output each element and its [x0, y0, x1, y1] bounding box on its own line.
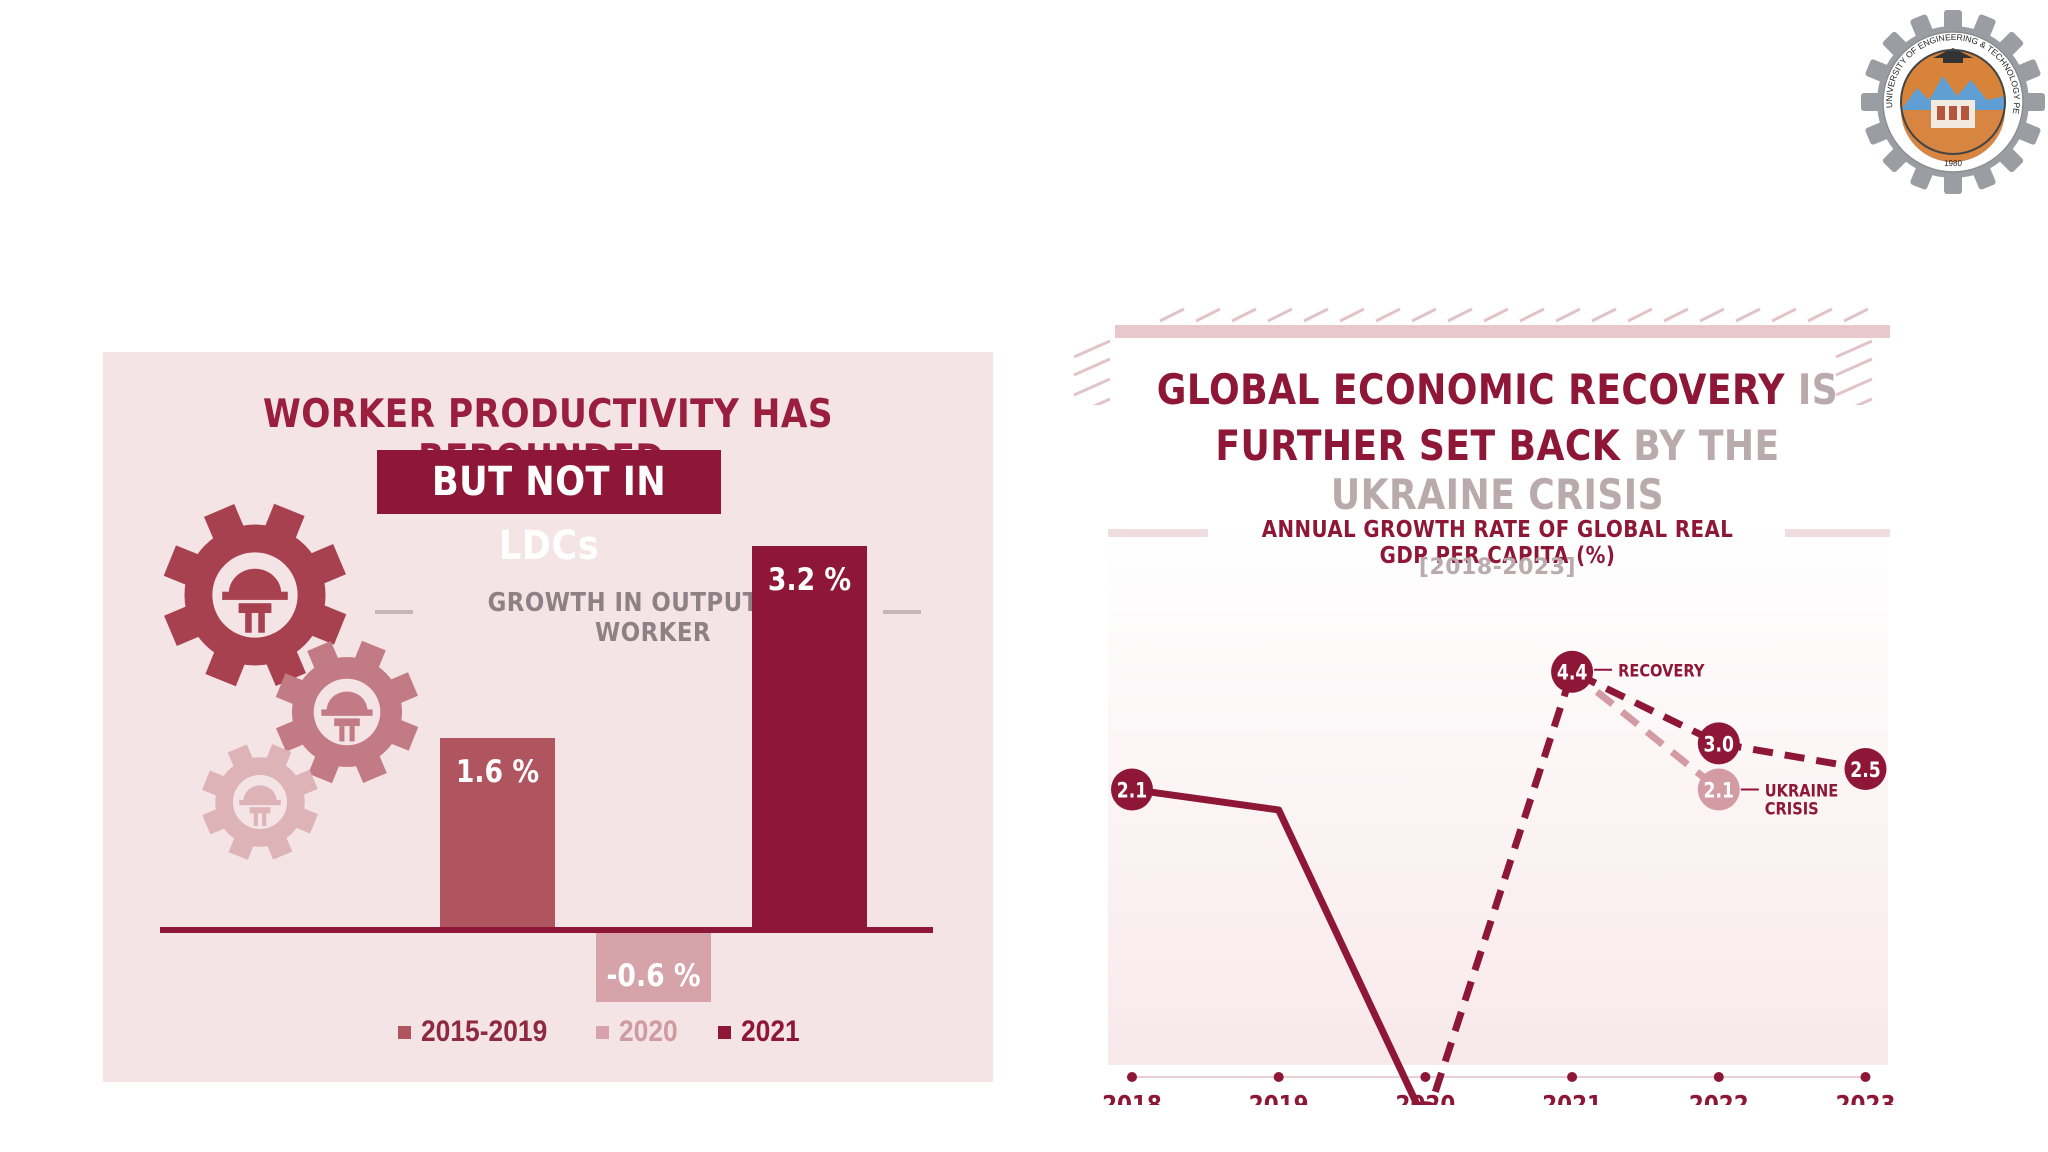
gdp-line-chart: 2.1-4.44.43.02.52.1 COVID-19RECOVERYUKRA… — [1102, 650, 1896, 1105]
legend-swatch — [718, 1025, 732, 1039]
gear-icon — [275, 640, 419, 784]
x-tick-mark — [1713, 1072, 1724, 1082]
x-tick-label: 2021 — [1542, 1090, 1602, 1105]
x-tick-mark — [1127, 1072, 1137, 1082]
legend-label: 2021 — [741, 1015, 800, 1048]
annotation-label: RECOVERY — [1618, 661, 1705, 681]
legend-item-2020: 2020 — [596, 1015, 686, 1049]
bar-value-label: -0.6 % — [606, 957, 700, 993]
x-tick-label: 2018 — [1102, 1090, 1162, 1105]
point-value-label: 3.0 — [1704, 732, 1734, 757]
bar-value-label: 3.2 % — [768, 561, 851, 597]
title-highlight-box: BUT NOT IN LDCs — [377, 450, 721, 569]
series-line-0 — [1131, 786, 1422, 1105]
gears-illustration — [163, 503, 419, 860]
bar-2021 — [752, 546, 867, 930]
annotation-label: CRISIS — [1765, 798, 1819, 818]
data-point: 2.1 — [1697, 768, 1740, 811]
series-line-1 — [1427, 668, 1867, 1105]
data-point: -4.4 — [1413, 1101, 1438, 1105]
productivity-bar-chart: 1.6 % -0.6 % 3.2 % — [160, 503, 933, 1002]
chart-background — [1108, 525, 1888, 1065]
x-tick-label: 2020 — [1396, 1090, 1456, 1105]
gdp-panel: GLOBAL ECONOMIC RECOVERY IS FURTHER SET … — [1070, 305, 1925, 1105]
x-tick-label: 2023 — [1836, 1090, 1896, 1105]
legend-item-2015-2019: 2015-2019 — [398, 1015, 564, 1049]
legend-label: 2015-2019 — [421, 1015, 548, 1048]
subtitle-rule-left — [1108, 529, 1208, 537]
panel-title-highlight: BUT NOT IN LDCs — [431, 459, 667, 569]
legend-item-2021: 2021 — [718, 1015, 808, 1049]
hatch-decoration — [1073, 307, 1873, 405]
subtitle-rule-right — [1785, 529, 1890, 537]
chart-year-range: [2018-2023] — [1418, 555, 1577, 580]
legend-label: 2020 — [619, 1015, 679, 1048]
bar-2015-2019 — [440, 738, 555, 930]
productivity-panel: WORKER PRODUCTIVITY HAS REBOUNDED, BUT N… — [103, 352, 993, 1082]
panel-title-line2: FURTHER SET BACK BY THE UKRAINE CRISIS — [1215, 421, 1780, 519]
chart-legend: 2015-2019 2020 2021 — [398, 1012, 808, 1052]
gear-icon — [163, 503, 347, 687]
legend-swatch — [596, 1025, 610, 1039]
data-point: 3.0 — [1697, 722, 1740, 765]
point-value-label: 2.1 — [1117, 778, 1147, 803]
legend-swatch — [398, 1025, 411, 1039]
bar-2020 — [596, 930, 711, 1002]
annotation: RECOVERY — [1594, 661, 1705, 681]
bar-value-label: 1.6 % — [456, 753, 539, 789]
subtitle-rule-left — [375, 610, 413, 614]
panel-title-line1: GLOBAL ECONOMIC RECOVERY IS — [1156, 365, 1839, 414]
worker-icon — [239, 785, 281, 826]
annotation-label: UKRAINE — [1765, 780, 1838, 800]
data-point: 2.5 — [1844, 748, 1887, 790]
university-seal-icon: UNIVERSITY OF ENGINEERING & TECHNOLOGY P… — [1861, 10, 2045, 194]
worker-icon — [222, 568, 288, 633]
worker-icon — [321, 691, 373, 742]
x-tick-mark — [1420, 1072, 1431, 1082]
data-point: 2.1 — [1111, 768, 1153, 811]
subtitle-rule-right — [883, 610, 921, 614]
title-bar-decoration — [1115, 325, 1890, 338]
svg-text:1980: 1980 — [1944, 159, 1962, 168]
x-tick-mark — [1567, 1072, 1578, 1082]
point-value-label: 4.4 — [1557, 660, 1587, 685]
x-tick-label: 2022 — [1689, 1090, 1749, 1105]
x-tick-mark — [1860, 1072, 1871, 1082]
chart-subtitle: ANNUAL GROWTH RATE OF GLOBAL REAL GDP PE… — [1261, 517, 1734, 569]
point-value-label: 2.5 — [1850, 757, 1880, 782]
point-value-label: 2.1 — [1704, 778, 1734, 803]
x-tick-label: 2019 — [1249, 1090, 1309, 1105]
x-tick-mark — [1273, 1072, 1284, 1082]
gear-icon — [202, 744, 318, 860]
data-point: 4.4 — [1551, 650, 1594, 693]
